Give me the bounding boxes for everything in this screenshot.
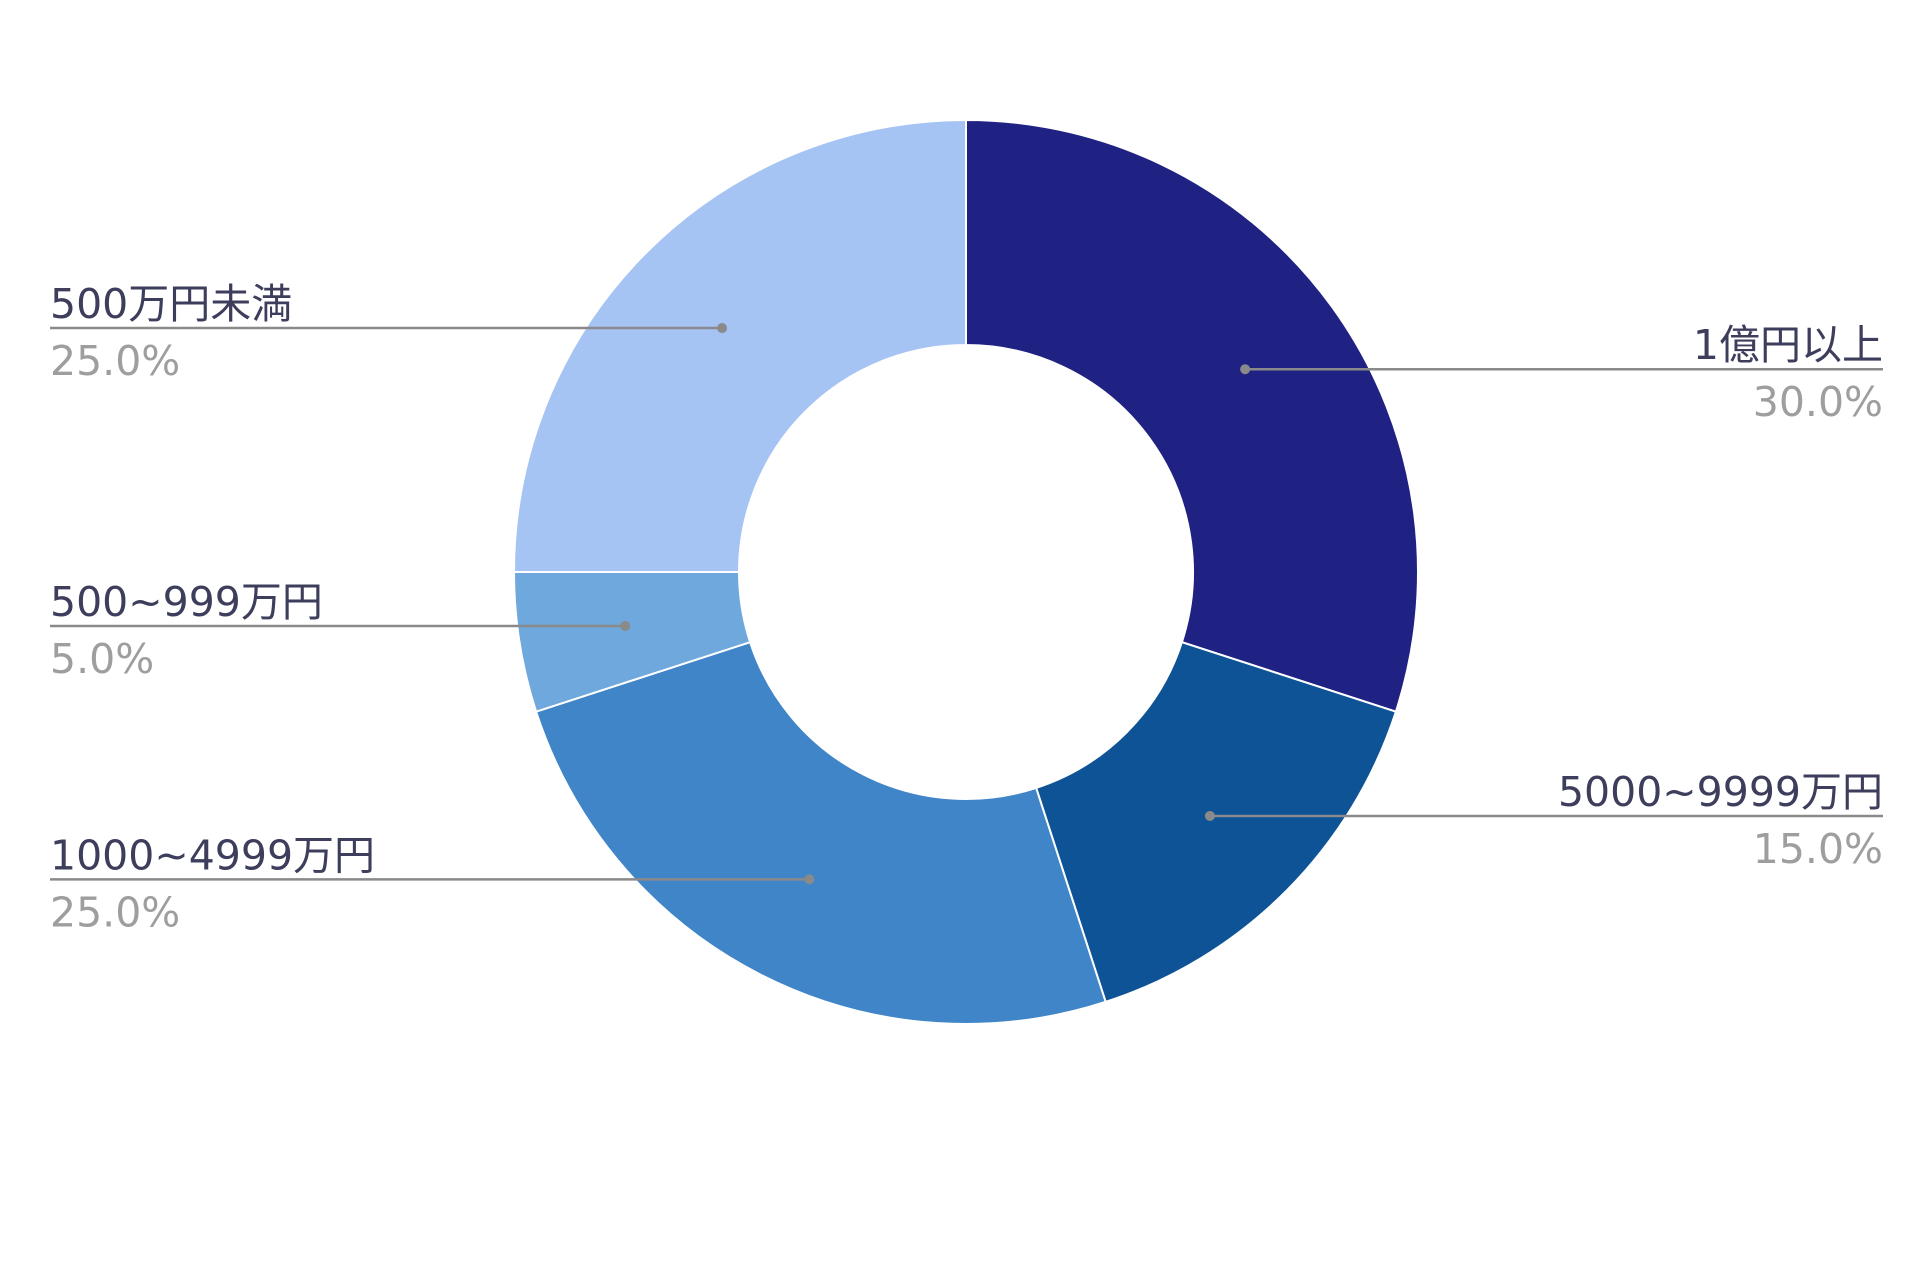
slice-3-wedge	[534, 640, 1107, 1025]
labels-layer: 1億円以上 30.0% 5000~9999万円 15.0% 1000~4999万円 25.…	[50, 280, 1883, 936]
slice-1-percent-label: 30.0%	[1753, 378, 1883, 426]
slice-1-wedge	[965, 118, 1419, 713]
slice-5-wedge	[512, 118, 967, 573]
slice-5-leader-dot	[717, 323, 728, 334]
slice-4-category-label: 500~999万円	[50, 578, 323, 626]
slice-3-leader-dot	[804, 874, 815, 885]
slice-4-percent-label: 5.0%	[50, 635, 154, 683]
slice-2-wedge	[1034, 640, 1398, 1004]
slice-3-category-label: 1000~4999万円	[50, 831, 375, 879]
slice-5-category-label: 500万円未満	[50, 280, 292, 328]
slice-3-percent-label: 25.0%	[50, 888, 180, 936]
slice-2-percent-label: 15.0%	[1753, 825, 1883, 873]
slice-4-leader-dot	[620, 620, 631, 631]
slices-layer	[512, 118, 1419, 1025]
slice-5-percent-label: 25.0%	[50, 337, 180, 385]
slice-2-category-label: 5000~9999万円	[1558, 768, 1883, 816]
slice-1-leader-dot	[1240, 364, 1251, 375]
slice-2-leader-dot	[1204, 810, 1215, 821]
slice-1-category-label: 1億円以上	[1693, 321, 1883, 369]
